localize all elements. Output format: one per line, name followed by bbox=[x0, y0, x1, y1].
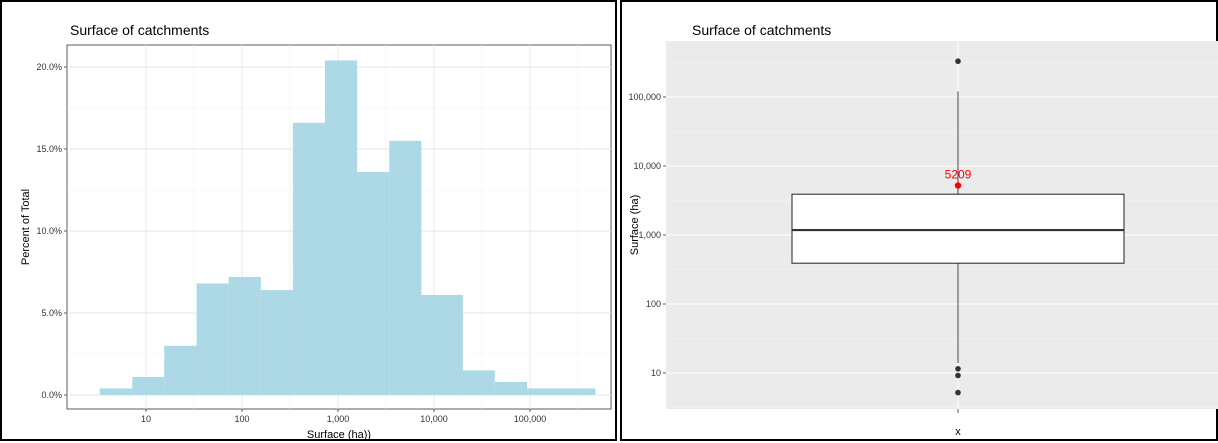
boxplot-y-ticks: 10 100 1,000 10,000 100,000 bbox=[628, 92, 666, 378]
histogram-bar bbox=[228, 276, 261, 395]
histogram-x-ticks: 10 100 1,000 10,000 100,000 bbox=[141, 409, 546, 424]
histogram-bar bbox=[260, 290, 293, 395]
boxplot-y-axis-label: Surface (ha) bbox=[629, 195, 641, 256]
histogram-x-axis-label: Surface (ha)) bbox=[307, 429, 371, 441]
boxplot-outlier-point bbox=[955, 372, 961, 379]
histogram-bar bbox=[292, 122, 325, 395]
boxplot-box bbox=[791, 193, 1125, 264]
boxplot-y-tick-label: 100 bbox=[646, 299, 661, 309]
histogram-bar bbox=[462, 370, 495, 395]
boxplot-chart: Surface of catchments 5209 10 100 1,000 10,… bbox=[628, 22, 1218, 438]
histogram-y-ticks: 0.0% 5.0% 10.0% 15.0% 20.0% bbox=[36, 62, 67, 400]
histogram-chart: Surface of catchments 0.0% 5.0% 10.0% 15.0%… bbox=[20, 22, 612, 441]
histogram-bar bbox=[324, 60, 358, 395]
histogram-bar bbox=[164, 345, 197, 395]
histogram-y-tick-label: 10.0% bbox=[36, 226, 62, 236]
histogram-x-tick-label: 100 bbox=[234, 414, 249, 424]
histogram-x-tick-label: 10,000 bbox=[420, 414, 448, 424]
histogram-title: Surface of catchments bbox=[70, 22, 209, 38]
boxplot-x-axis-label: x bbox=[955, 426, 961, 438]
histogram-bar bbox=[132, 376, 165, 395]
boxplot-panel: Surface of catchments 5209 10 100 1,000 10,… bbox=[620, 0, 1218, 441]
boxplot-marks: 5209 bbox=[791, 58, 1125, 396]
boxplot-y-tick-label: 100,000 bbox=[628, 92, 661, 102]
boxplot-outlier-point bbox=[955, 58, 961, 65]
histogram-x-tick-label: 10 bbox=[141, 414, 151, 424]
boxplot-grid bbox=[666, 41, 1218, 409]
histogram-bar bbox=[494, 381, 527, 395]
boxplot-y-tick-label: 1,000 bbox=[638, 230, 661, 240]
boxplot-outlier-point bbox=[955, 366, 961, 372]
histogram-y-tick-label: 20.0% bbox=[36, 62, 62, 72]
histogram-x-tick-label: 100,000 bbox=[514, 414, 547, 424]
boxplot-outlier-point bbox=[955, 389, 961, 396]
boxplot-mean-point bbox=[954, 182, 962, 189]
histogram-bars bbox=[99, 60, 596, 395]
histogram-x-tick-label: 1,000 bbox=[327, 414, 350, 424]
histogram-y-tick-label: 15.0% bbox=[36, 144, 62, 154]
histogram-bar bbox=[421, 294, 463, 395]
histogram-bar bbox=[357, 171, 390, 395]
histogram-bar bbox=[196, 283, 229, 395]
histogram-y-axis-label: Percent of Total bbox=[20, 189, 32, 265]
histogram-bar bbox=[389, 140, 422, 395]
boxplot-y-tick-label: 10 bbox=[651, 368, 661, 378]
boxplot-mean-label: 5209 bbox=[945, 168, 972, 182]
histogram-y-tick-label: 5.0% bbox=[41, 308, 62, 318]
histogram-bar bbox=[99, 388, 133, 395]
histogram-y-tick-label: 0.0% bbox=[41, 390, 62, 400]
histogram-bar bbox=[526, 388, 596, 395]
boxplot-y-tick-label: 10,000 bbox=[633, 161, 661, 171]
histogram-panel: Surface of catchments 0.0% 5.0% 10.0% 15.0%… bbox=[0, 0, 617, 441]
boxplot-title: Surface of catchments bbox=[692, 22, 831, 38]
